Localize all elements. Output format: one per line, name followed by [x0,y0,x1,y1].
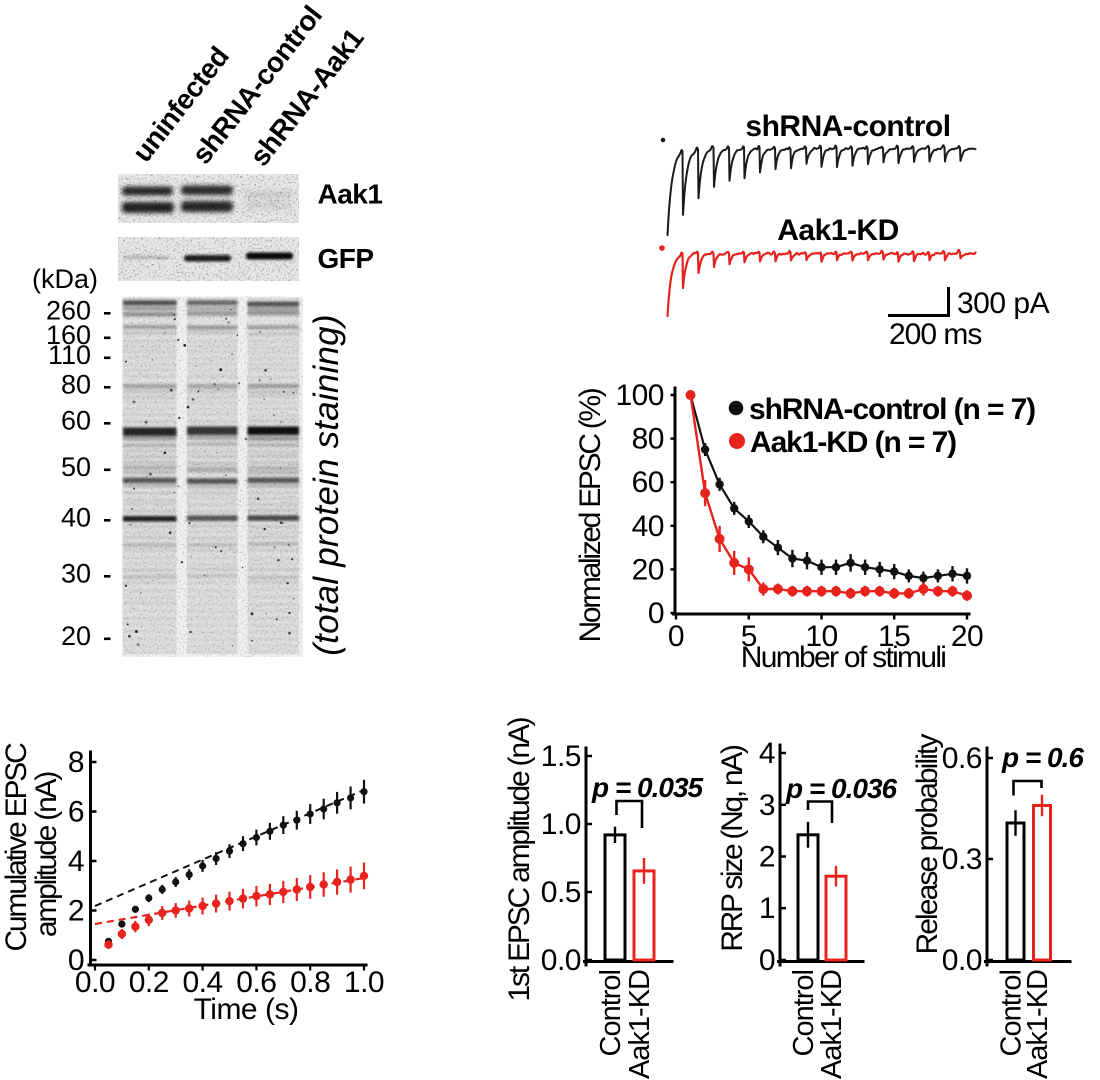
svg-text:0: 0 [668,620,684,653]
svg-text:4: 4 [68,845,84,878]
svg-text:260: 260 [46,296,91,326]
svg-text:p = 0.035: p = 0.035 [591,772,704,803]
svg-text:20: 20 [632,553,664,586]
svg-text:6: 6 [68,796,84,829]
svg-text:Release probability: Release probability [911,734,944,955]
svg-text:RRP size (Nq, nA): RRP size (Nq, nA) [716,745,749,952]
svg-text:Aak1-KD: Aak1-KD [816,970,848,1079]
svg-text:p = 0.6: p = 0.6 [1001,742,1084,773]
svg-text:shRNA-control (n = 7): shRNA-control (n = 7) [749,393,1035,426]
svg-text:Normalized EPSC (%): Normalized EPSC (%) [574,388,607,642]
svg-text:0.6: 0.6 [236,966,276,999]
svg-text:15: 15 [878,620,910,653]
svg-text:3: 3 [759,789,775,822]
svg-text:0.4: 0.4 [182,966,222,999]
svg-text:Control: Control [595,970,627,1057]
svg-text:0.3: 0.3 [942,843,982,876]
svg-text:0.2: 0.2 [129,966,169,999]
svg-text:200 ms: 200 ms [889,318,981,351]
svg-text:5: 5 [741,620,757,653]
svg-text:4: 4 [759,737,775,770]
svg-text:0.5: 0.5 [541,876,581,909]
svg-text:80: 80 [632,423,664,456]
svg-text:0.8: 0.8 [290,966,330,999]
svg-text:0.6: 0.6 [942,742,982,775]
svg-text:0: 0 [759,944,775,977]
svg-text:(total protein staining): (total protein staining) [307,314,346,655]
svg-text:GFP: GFP [318,243,374,274]
svg-text:60: 60 [632,466,664,499]
svg-text:amplitude (nA): amplitude (nA) [30,772,63,937]
svg-text:60: 60 [61,406,91,436]
svg-text:40: 40 [632,510,664,543]
svg-text:Time (s): Time (s) [194,993,299,1026]
svg-text:1.0: 1.0 [344,966,384,999]
svg-text:0.0: 0.0 [75,966,115,999]
svg-text:1: 1 [759,892,775,925]
svg-text:Aak1-KD (n = 7): Aak1-KD (n = 7) [750,426,956,459]
svg-text:40: 40 [61,503,91,533]
svg-text:p = 0.036: p = 0.036 [785,773,898,804]
svg-text:110: 110 [48,340,91,370]
svg-text:Control: Control [996,970,1028,1057]
svg-text:shRNA-control: shRNA-control [745,110,950,143]
svg-text:0.0: 0.0 [942,944,982,977]
svg-text:(kDa): (kDa) [32,264,98,294]
svg-text:Aak1-KD: Aak1-KD [1022,970,1054,1079]
svg-text:2: 2 [68,895,84,928]
svg-text:100: 100 [615,379,664,412]
svg-text:50: 50 [61,452,91,482]
svg-text:1.5: 1.5 [541,740,581,773]
svg-text:Aak1-KD: Aak1-KD [777,214,899,247]
svg-text:20: 20 [61,621,91,651]
svg-text:Aak1-KD: Aak1-KD [624,970,656,1079]
svg-text:Cumulative EPSC: Cumulative EPSC [0,743,33,952]
svg-text:8: 8 [68,746,84,779]
svg-text:Control: Control [788,970,820,1057]
svg-text:160: 160 [46,320,91,350]
svg-text:0: 0 [648,597,664,630]
svg-text:300 pA: 300 pA [957,287,1050,320]
svg-text:10: 10 [805,620,837,653]
svg-text:2: 2 [759,841,775,874]
svg-text:1st EPSC amplitude (nA): 1st EPSC amplitude (nA) [503,717,536,1001]
svg-text:0: 0 [68,944,84,977]
svg-text:30: 30 [61,559,91,589]
svg-text:Number of stimuli: Number of stimuli [741,641,946,674]
svg-text:0.0: 0.0 [541,944,581,977]
svg-text:1.0: 1.0 [541,808,581,841]
svg-text:20: 20 [951,620,983,653]
svg-text:Aak1: Aak1 [318,179,383,210]
svg-text:80: 80 [61,370,91,400]
